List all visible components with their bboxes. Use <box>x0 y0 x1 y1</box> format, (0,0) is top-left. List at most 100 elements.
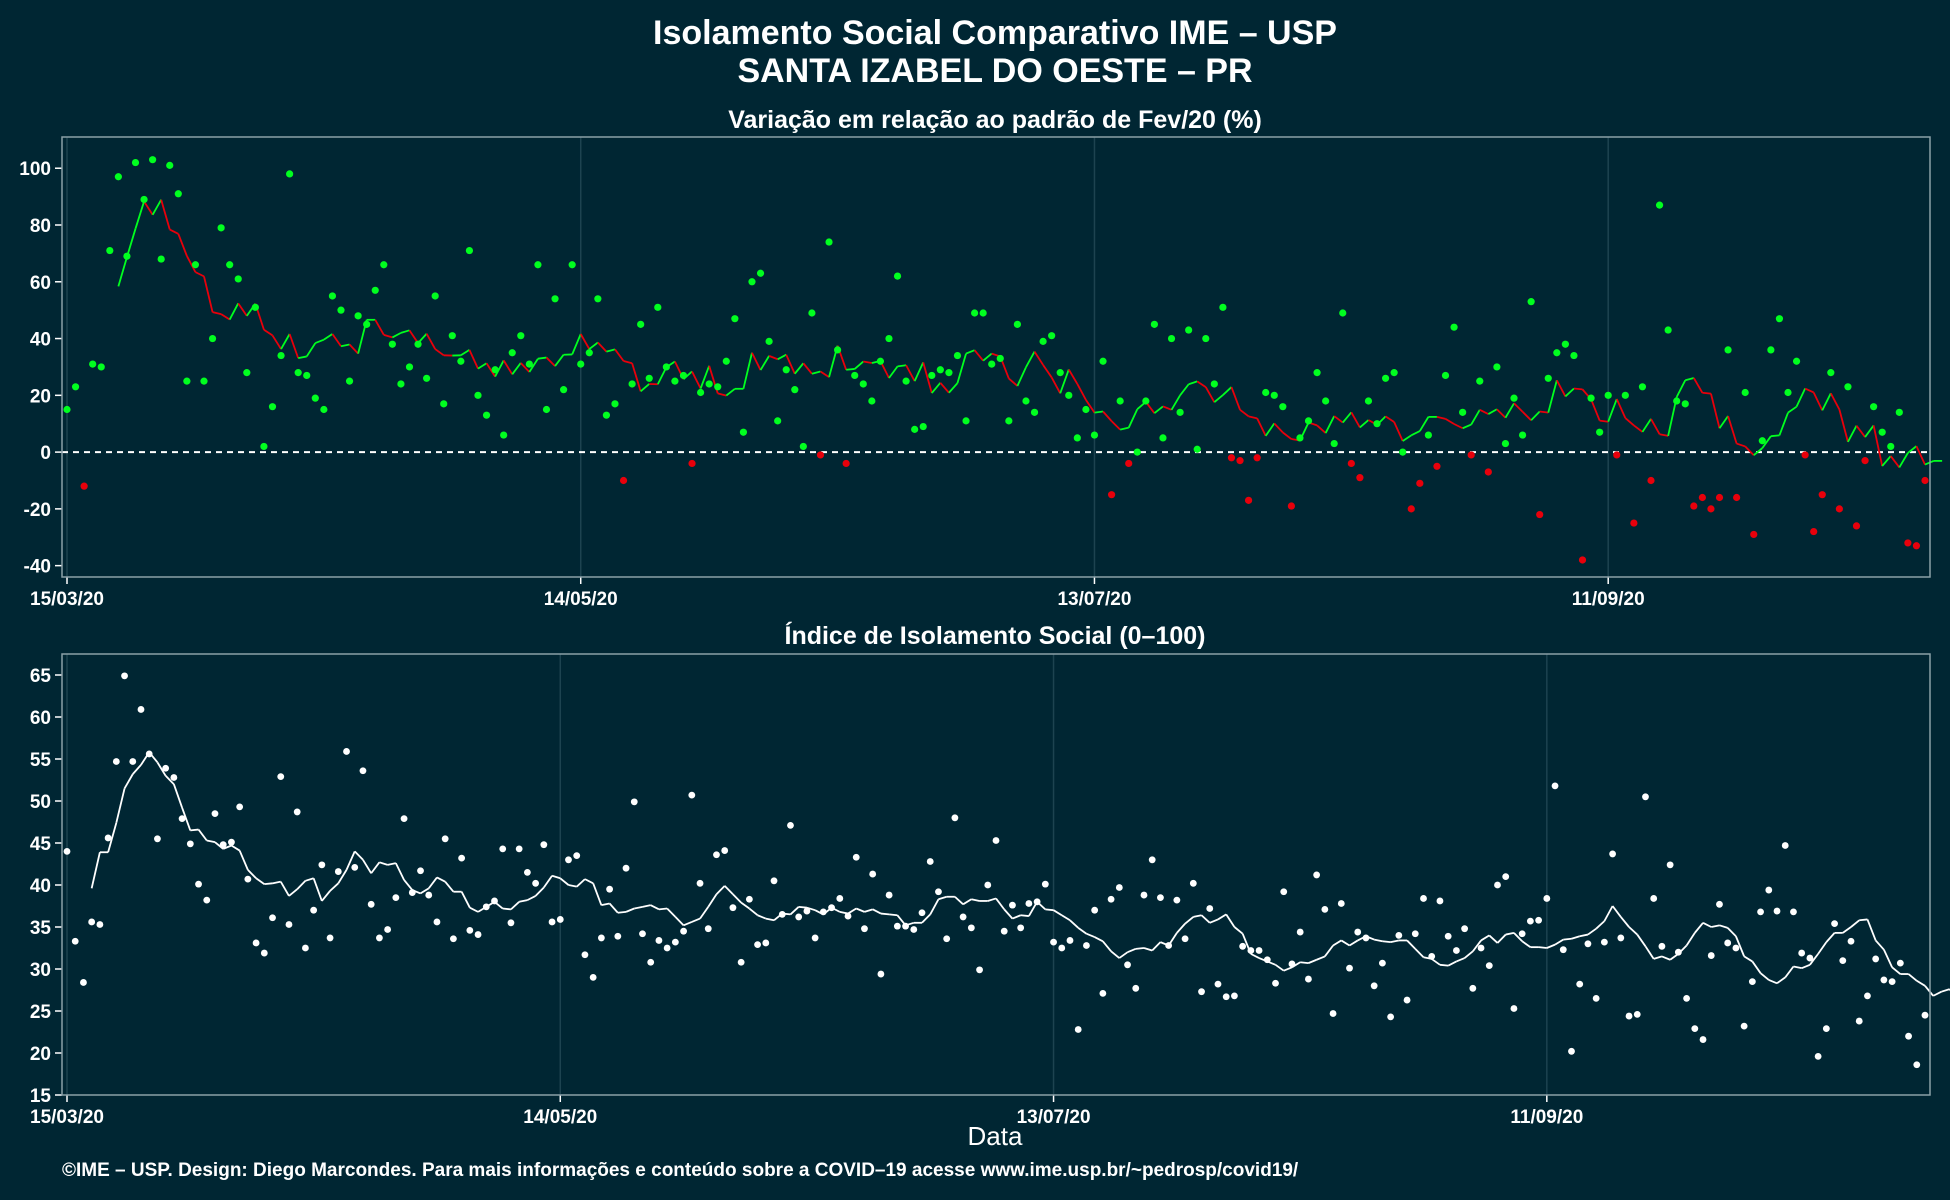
data-point <box>1082 405 1090 414</box>
data-point <box>756 269 765 277</box>
moving-average-segment <box>379 861 388 866</box>
data-point <box>449 935 457 943</box>
data-point <box>1231 992 1238 1000</box>
moving-average-segment <box>1842 926 1852 934</box>
y-tick-label: 0 <box>40 443 51 464</box>
data-point <box>836 895 844 902</box>
data-point <box>861 925 868 933</box>
data-point <box>1280 888 1288 896</box>
moving-average-segment <box>1875 939 1885 951</box>
data-point <box>1305 975 1312 983</box>
moving-average-segment <box>1110 950 1120 959</box>
moving-average-segment <box>1599 419 1609 423</box>
moving-average-segment <box>1085 399 1096 414</box>
data-point <box>1441 371 1450 380</box>
moving-average-segment <box>1204 386 1216 403</box>
data-point <box>234 275 242 283</box>
data-point <box>170 774 178 781</box>
y-tick-label: 60 <box>30 273 51 294</box>
data-point <box>1066 937 1074 944</box>
data-point <box>1239 942 1247 950</box>
data-point <box>745 895 753 903</box>
data-point <box>311 394 319 402</box>
data-point <box>1450 323 1458 331</box>
moving-average-segment <box>323 333 333 341</box>
moving-average-segment <box>691 917 701 923</box>
moving-average-segment <box>1170 394 1181 411</box>
data-point <box>423 374 431 382</box>
data-point <box>770 877 778 885</box>
moving-average-segment <box>1248 415 1258 420</box>
moving-average-segment <box>1102 410 1113 422</box>
data-point <box>88 918 96 926</box>
data-point <box>1041 880 1049 888</box>
moving-average-segment <box>1094 936 1104 943</box>
moving-average-segment <box>623 360 633 365</box>
moving-average-segment <box>785 354 796 375</box>
moving-average-segment <box>237 302 248 317</box>
data-point <box>1716 900 1723 908</box>
moving-average-segment <box>1521 940 1531 948</box>
x-tick-label: 14/05/20 <box>523 1107 597 1128</box>
data-point <box>1288 960 1296 968</box>
moving-average-segment <box>383 333 393 339</box>
moving-average-segment <box>203 276 214 313</box>
data-point <box>1568 1047 1575 1055</box>
data-point <box>482 411 491 419</box>
moving-average-segment <box>1496 408 1507 419</box>
data-point <box>1378 959 1386 967</box>
moving-average-segment <box>1644 945 1655 960</box>
data-point <box>1535 916 1543 924</box>
data-point <box>1210 380 1218 388</box>
data-point <box>876 357 885 365</box>
data-point <box>548 918 556 926</box>
data-point <box>1630 519 1638 527</box>
moving-average-segment <box>855 907 865 913</box>
data-point <box>551 295 559 303</box>
moving-average-segment <box>132 764 142 775</box>
data-point <box>1469 984 1477 992</box>
moving-average-segment <box>1881 455 1892 467</box>
data-point <box>1625 1012 1633 1020</box>
data-point <box>106 246 114 255</box>
y-tick-label: 35 <box>30 918 52 939</box>
data-point <box>614 932 622 940</box>
data-point <box>293 808 301 816</box>
moving-average-segment <box>1607 398 1618 423</box>
moving-average-segment <box>717 392 727 397</box>
data-point <box>1337 900 1345 907</box>
data-point <box>833 346 842 354</box>
data-point <box>1921 1011 1929 1019</box>
data-point <box>1214 980 1222 988</box>
data-point <box>1477 944 1485 952</box>
data-point <box>885 334 893 343</box>
data-point <box>1247 947 1255 954</box>
moving-average-segment <box>962 898 972 906</box>
moving-average-segment <box>1316 955 1326 961</box>
moving-average-segment <box>1736 442 1746 448</box>
moving-average-segment <box>1188 380 1198 386</box>
data-point <box>1115 884 1123 891</box>
data-point <box>1322 397 1330 405</box>
x-tick-label: 13/07/20 <box>1017 1107 1091 1128</box>
moving-average-segment <box>1641 418 1652 433</box>
moving-average-segment <box>1563 937 1572 941</box>
moving-average-segment <box>1086 932 1095 938</box>
moving-average-segment <box>1770 434 1780 438</box>
data-point <box>1872 955 1880 963</box>
data-point <box>1570 351 1578 360</box>
y-tick-label: 20 <box>30 386 51 407</box>
moving-average-segment <box>922 362 933 394</box>
data-point <box>1666 861 1674 869</box>
data-point <box>1847 937 1855 945</box>
moving-average-segment <box>1488 934 1499 944</box>
data-point <box>303 371 311 380</box>
data-point <box>1198 988 1205 996</box>
moving-average-segment <box>181 807 192 831</box>
moving-average-segment <box>434 348 445 357</box>
data-point <box>1444 932 1452 940</box>
data-point <box>1185 326 1193 334</box>
main-subtitle: SANTA IZABEL DO OESTE – PR <box>737 52 1252 90</box>
moving-average-segment <box>1333 415 1344 424</box>
data-point <box>433 918 441 926</box>
